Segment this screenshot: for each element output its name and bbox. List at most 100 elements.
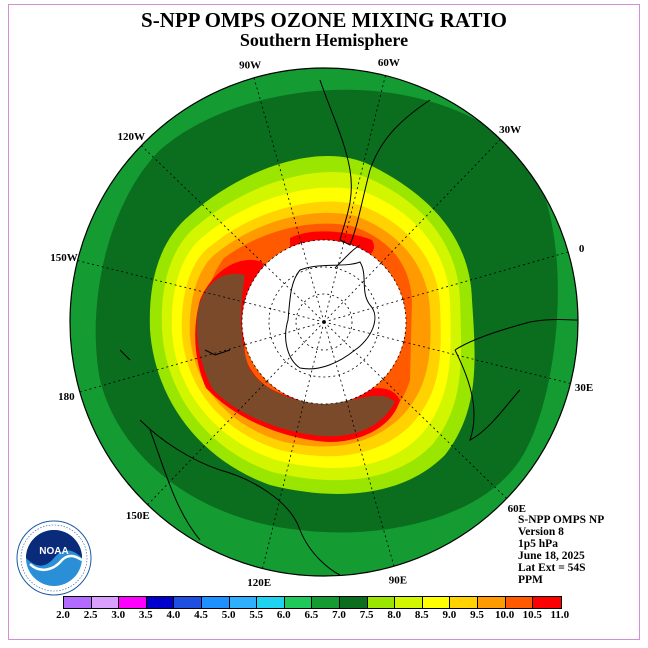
colorbar-tick-label: 7.0 (332, 609, 346, 621)
graticule (241, 239, 407, 405)
info-version: Version 8 (518, 526, 564, 538)
longitude-label: 150W (50, 252, 78, 264)
colorbar-swatch (64, 597, 92, 608)
longitude-label: 90W (239, 59, 261, 71)
latitude-circle (295, 293, 353, 351)
longitude-label: 60W (378, 57, 400, 69)
meridian-line (141, 145, 266, 266)
meridian-line (323, 262, 382, 323)
colorbar-swatch (284, 597, 313, 608)
meridian-line (402, 251, 569, 300)
colorbar-swatch (450, 597, 478, 608)
colorbar-swatch (533, 597, 561, 608)
meridian-line (343, 75, 386, 243)
meridian-line (303, 321, 325, 402)
colorbar-swatch (91, 597, 120, 608)
logo-text: NOAA (39, 546, 68, 557)
noaa-logo-icon: NOAA (16, 520, 92, 596)
colorbar-tick-label: 7.5 (359, 609, 374, 621)
islands (119, 349, 231, 361)
meridian-line (323, 299, 403, 323)
colorbar-tick-label: 6.0 (276, 609, 291, 621)
colorbar-swatch (505, 597, 534, 608)
longitude-label: 60E (508, 503, 526, 515)
colorbar-tick-label: 6.5 (304, 609, 319, 621)
africa-coast (454, 319, 579, 441)
colorbar-tick-label: 8.5 (414, 609, 429, 621)
map-subtitle: Southern Hemisphere (239, 30, 409, 50)
meridian-line (266, 321, 325, 382)
meridian-line (323, 321, 404, 343)
colorbar-swatch (367, 597, 396, 608)
map-title: S-NPP OMPS OZONE MIXING RATIO (141, 8, 507, 32)
meridian-line (262, 401, 305, 569)
meridian-line (253, 77, 302, 244)
colorbar-tick-label: 2.5 (83, 609, 98, 621)
colorbar-swatch (201, 597, 230, 608)
coastlines (119, 79, 579, 576)
colorbar-swatch (146, 597, 175, 608)
colorbar-tick-label: 10.0 (494, 609, 515, 621)
longitude-label: 120E (247, 577, 271, 589)
longitude-labels: 90W 60W 30W 0 30E 60E 90E 120E 150E 180 150W 120W (50, 57, 593, 589)
meridian-line (323, 321, 384, 380)
info-lat-extent: Lat Ext = 54S (518, 562, 586, 574)
colorbar-swatch (422, 597, 451, 608)
colorbar-swatch (477, 597, 506, 608)
colorbar-swatch (312, 597, 340, 608)
info-pressure-level: 1p5 hPa (518, 538, 558, 550)
colorbar-tick-label: 4.0 (166, 609, 181, 621)
colorbar-swatch (395, 597, 423, 608)
colorbar-swatch (174, 597, 202, 608)
south-pole-marker (322, 320, 326, 324)
colorbar-swatch (257, 597, 285, 608)
longitude-label: 90E (389, 575, 407, 587)
longitude-label: 180 (58, 391, 75, 403)
longitude-label: 150E (126, 510, 150, 522)
colorbar-tick-label: 3.0 (111, 609, 126, 621)
meridian-line (245, 321, 325, 345)
meridian-lines (77, 75, 571, 569)
meridian-line (346, 400, 395, 567)
meridian-line (244, 301, 325, 323)
latitude-circle (268, 266, 380, 378)
info-instrument: S-NPP OMPS NP (518, 514, 605, 526)
colorbar (63, 596, 562, 609)
colorbar-swatch (229, 597, 258, 608)
meridian-line (77, 260, 245, 303)
info-date: June 18, 2025 (518, 550, 585, 562)
colorbar-tick-label: 8.0 (387, 609, 402, 621)
latitude-circle (241, 239, 407, 405)
south-america-coast (319, 79, 431, 246)
colorbar-tick-label: 5.0 (221, 609, 236, 621)
colorbar-tick-label: 9.0 (442, 609, 457, 621)
antarctic-peninsula (334, 244, 361, 269)
meridian-line (382, 378, 507, 499)
australia-coast (139, 419, 341, 576)
longitude-label: 0 (579, 243, 585, 255)
meridian-line (147, 380, 268, 505)
colorbar-tick-label: 10.5 (522, 609, 542, 621)
meridian-line (301, 243, 325, 323)
longitude-label: 120W (117, 131, 145, 143)
colorbar-swatch (119, 597, 147, 608)
colorbar-tick-label: 11.0 (550, 609, 570, 621)
ozone-level-11p0 (196, 273, 395, 437)
longitude-label: 30W (499, 124, 521, 136)
colorbar-tick-label: 4.5 (194, 609, 208, 621)
colorbar-tick-label: 2.0 (56, 609, 70, 621)
map-boundary (69, 67, 579, 577)
colorbar-tick-label: 9.5 (470, 609, 484, 621)
colorbar-tick-label: 5.5 (249, 609, 264, 621)
colorbar-swatch (339, 597, 368, 608)
antarctica-coast (285, 261, 376, 370)
figure-frame (8, 4, 640, 640)
meridian-line (79, 344, 246, 393)
meridian-line (264, 264, 325, 323)
longitude-label: 30E (575, 382, 593, 394)
meridian-line (380, 139, 501, 264)
meridian-line (403, 341, 571, 384)
info-units: PPM (518, 574, 543, 586)
meridian-line (323, 242, 345, 323)
